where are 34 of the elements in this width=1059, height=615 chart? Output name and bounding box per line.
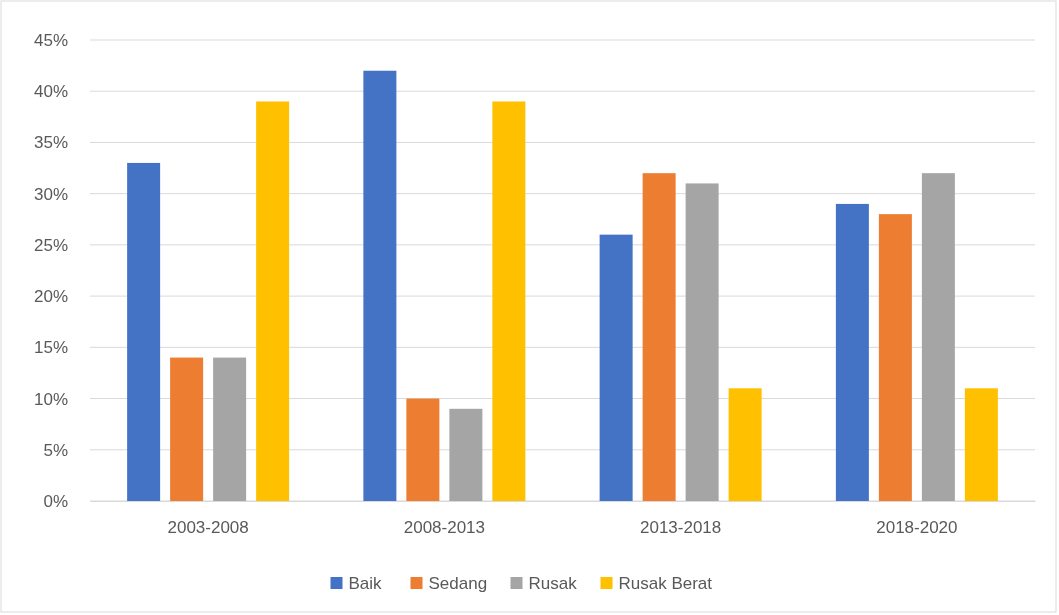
y-tick-label: 35% (33, 133, 68, 153)
y-tick-label: 45% (33, 30, 68, 50)
bar (213, 357, 247, 501)
y-tick-label: 5% (43, 440, 68, 460)
bar (878, 214, 912, 501)
bar (599, 234, 633, 501)
legend-label: Baik (348, 573, 383, 593)
bar (256, 101, 290, 501)
bar (835, 203, 869, 501)
y-tick-label: 25% (33, 235, 68, 255)
bar (406, 398, 440, 501)
y-tick-label: 30% (33, 184, 68, 204)
bar (170, 357, 204, 501)
legend-label: Sedang (428, 573, 488, 593)
bar (642, 173, 676, 501)
bar (363, 70, 397, 501)
x-tick-label: 2003-2008 (167, 518, 249, 538)
bar (921, 173, 955, 501)
bar (685, 183, 719, 501)
bar (127, 162, 161, 501)
y-tick-label: 15% (33, 338, 68, 358)
x-tick-label: 2018-2020 (876, 518, 958, 538)
legend-label: Rusak Berat (618, 573, 713, 593)
bar (964, 388, 998, 501)
legend-label: Rusak (528, 573, 578, 593)
bar (728, 388, 762, 501)
x-tick-label: 2008-2013 (403, 518, 486, 538)
y-tick-label: 10% (33, 389, 68, 409)
bar (492, 101, 526, 501)
y-tick-label: 0% (43, 491, 68, 511)
y-tick-label: 40% (33, 82, 68, 102)
bar (449, 408, 483, 501)
y-tick-label: 20% (33, 287, 68, 307)
x-tick-label: 2013-2018 (639, 518, 722, 538)
